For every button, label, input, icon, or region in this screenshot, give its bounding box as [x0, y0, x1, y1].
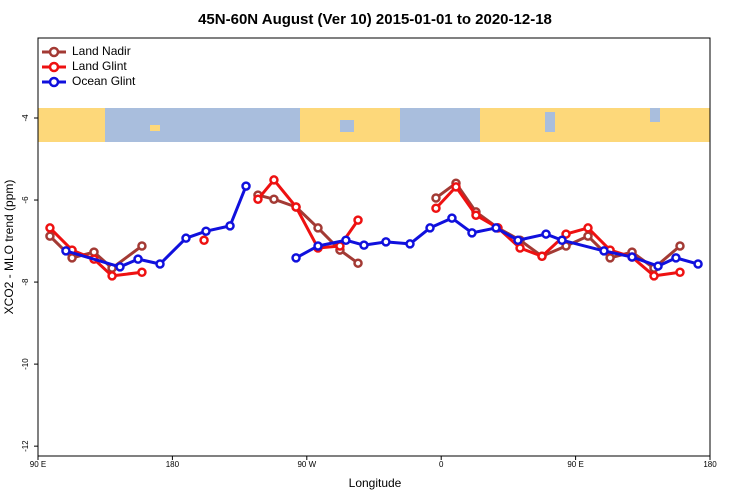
- x-tick-label: 180: [703, 460, 717, 469]
- point: [201, 226, 211, 236]
- chart-title: 45N-60N August (Ver 10) 2015-01-01 to 20…: [198, 11, 552, 28]
- point: [583, 231, 593, 241]
- point: [491, 223, 501, 233]
- y-tick-label: -10: [21, 358, 30, 370]
- legend-marker: [48, 46, 60, 58]
- point: [381, 237, 391, 247]
- point: [291, 202, 301, 212]
- legend-label: Land Glint: [72, 59, 127, 73]
- point: [199, 235, 209, 245]
- legend-marker: [48, 61, 60, 73]
- x-tick-label: 90 W: [297, 460, 316, 469]
- x-tick-label: 90 E: [567, 460, 583, 469]
- point: [513, 235, 523, 245]
- point: [537, 251, 547, 261]
- point: [241, 181, 251, 191]
- x-tick-label: 0: [439, 460, 444, 469]
- point: [61, 246, 71, 256]
- point: [225, 221, 235, 231]
- point: [675, 267, 685, 277]
- point: [471, 210, 481, 220]
- point: [181, 233, 191, 243]
- point: [467, 228, 477, 238]
- point: [627, 252, 637, 262]
- point: [335, 241, 345, 251]
- point: [405, 239, 415, 249]
- x-tick-label: 180: [166, 460, 180, 469]
- legend-label: Land Nadir: [72, 44, 131, 58]
- x-tick-label: 90 E: [30, 460, 46, 469]
- point: [447, 213, 457, 223]
- y-tick-label: -8: [21, 278, 30, 286]
- map-strip: [38, 108, 710, 142]
- point: [353, 215, 363, 225]
- point: [583, 223, 593, 233]
- point: [45, 231, 55, 241]
- point: [45, 223, 55, 233]
- point: [67, 253, 77, 263]
- plot-frame: [37, 37, 711, 457]
- point: [269, 194, 279, 204]
- point: [561, 229, 571, 239]
- legend-marker: [48, 76, 60, 88]
- point: [605, 253, 615, 263]
- point: [653, 261, 663, 271]
- point: [137, 241, 147, 251]
- point: [649, 271, 659, 281]
- point: [269, 175, 279, 185]
- point: [253, 194, 263, 204]
- legend-label: Ocean Glint: [72, 74, 136, 88]
- point: [693, 259, 703, 269]
- y-axis-label: XCO2 - MLO trend (ppm): [2, 180, 16, 315]
- point: [451, 182, 461, 192]
- point: [541, 229, 551, 239]
- point: [675, 241, 685, 251]
- point: [557, 235, 567, 245]
- point: [425, 223, 435, 233]
- point: [155, 259, 165, 269]
- point: [671, 253, 681, 263]
- point: [137, 267, 147, 277]
- point: [353, 258, 363, 268]
- point: [359, 240, 369, 250]
- y-tick-label: -6: [21, 196, 30, 204]
- point: [115, 262, 125, 272]
- x-axis-label: Longitude: [349, 476, 402, 490]
- point: [313, 241, 323, 251]
- point: [341, 235, 351, 245]
- point: [313, 223, 323, 233]
- y-tick-label: -12: [21, 440, 30, 452]
- y-tick-label: -4: [21, 114, 30, 122]
- point: [515, 243, 525, 253]
- point: [133, 254, 143, 264]
- point: [599, 246, 609, 256]
- point: [291, 253, 301, 263]
- point: [431, 193, 441, 203]
- point: [431, 203, 441, 213]
- point: [107, 271, 117, 281]
